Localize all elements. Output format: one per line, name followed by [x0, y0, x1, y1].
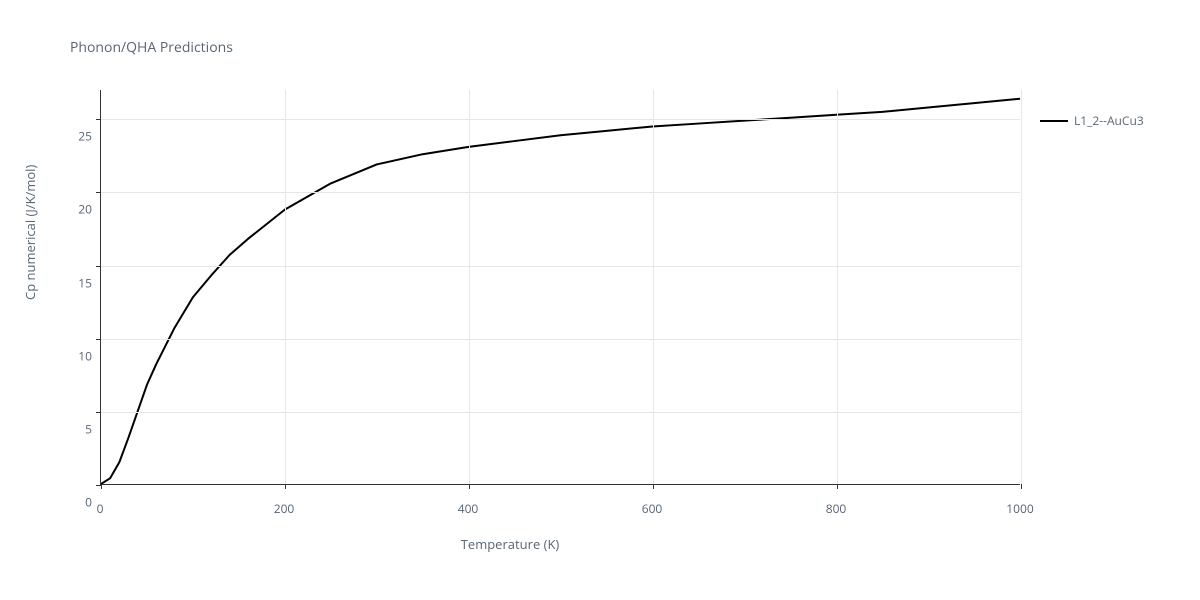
grid-horizontal [101, 192, 1020, 193]
legend: L1_2--AuCu3 [1040, 112, 1144, 129]
x-tick [653, 484, 654, 489]
series-line [101, 99, 1020, 484]
grid-horizontal [101, 119, 1020, 120]
x-tick [101, 484, 102, 489]
grid-vertical [1021, 90, 1022, 484]
y-tick-label: 15 [52, 274, 92, 291]
x-axis-title: Temperature (K) [0, 535, 1020, 553]
grid-vertical [469, 90, 470, 484]
x-tick-label: 200 [274, 500, 295, 517]
y-tick-label: 5 [52, 420, 92, 437]
legend-swatch-icon [1040, 120, 1068, 122]
grid-vertical [837, 90, 838, 484]
y-tick [96, 339, 101, 340]
x-tick [285, 484, 286, 489]
x-tick-label: 1000 [1006, 500, 1033, 517]
x-tick-label: 400 [458, 500, 479, 517]
y-tick-label: 20 [52, 201, 92, 218]
grid-vertical [653, 90, 654, 484]
x-tick-label: 800 [826, 500, 847, 517]
line-series-svg [101, 90, 1020, 484]
y-tick [96, 192, 101, 193]
y-tick [96, 412, 101, 413]
x-tick-label: 600 [642, 500, 663, 517]
grid-vertical [285, 90, 286, 484]
chart-title: Phonon/QHA Predictions [70, 38, 233, 57]
y-tick-label: 0 [52, 494, 92, 511]
y-tick [96, 266, 101, 267]
y-tick-label: 10 [52, 347, 92, 364]
y-tick [96, 485, 101, 486]
y-tick-label: 25 [52, 128, 92, 145]
chart-container: Phonon/QHA Predictions Cp numerical (J/K… [0, 0, 1200, 600]
x-tick-label: 0 [97, 500, 104, 517]
x-tick [837, 484, 838, 489]
grid-horizontal [101, 412, 1020, 413]
y-tick [96, 119, 101, 120]
y-axis-title: Cp numerical (J/K/mol) [21, 165, 39, 300]
x-tick [1021, 484, 1022, 489]
grid-horizontal [101, 339, 1020, 340]
plot-area [100, 90, 1020, 485]
legend-series-label: L1_2--AuCu3 [1074, 112, 1144, 129]
x-tick [469, 484, 470, 489]
grid-horizontal [101, 266, 1020, 267]
